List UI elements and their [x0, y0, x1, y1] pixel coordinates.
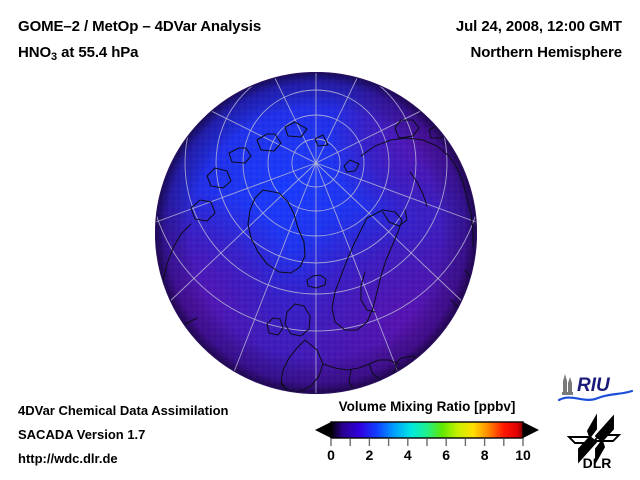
coastline-canadian-arctic-e: [190, 199, 216, 222]
colorbar-tick-10: 10: [515, 447, 531, 463]
colorbar-extend-left: [315, 422, 331, 438]
colorbar-tick-4: 4: [403, 447, 412, 463]
dlr-logo-svg: DLR: [566, 413, 622, 470]
species-prefix: HNO: [18, 44, 52, 61]
coastline-arctic-island-a: [314, 134, 329, 147]
dlr-logo: DLR: [566, 412, 628, 470]
coastline-great-britain: [284, 303, 311, 337]
title-instrument: GOME–2 / MetOp – 4DVar Analysis: [18, 18, 262, 35]
colorbar: Volume Mixing Ratio [ppbv]: [312, 399, 542, 477]
coastline-canadian-arctic-b: [228, 147, 252, 164]
riu-logo-svg: RIU: [558, 374, 634, 402]
colorbar-title: Volume Mixing Ratio [ppbv]: [338, 399, 516, 414]
region-label: Northern Hemisphere: [470, 44, 623, 61]
coastline-greenland: [247, 189, 306, 274]
coastline-canadian-arctic-a: [206, 167, 232, 189]
coastline-scandinavia: [331, 209, 403, 331]
coastline-caspian-sea: [436, 352, 456, 383]
globe-disk: [155, 72, 477, 394]
coastline-svalbard: [343, 159, 360, 173]
colorbar-tick-labels: 0 2 4 6 8 10: [312, 447, 542, 469]
colorbar-tick-0: 0: [327, 447, 335, 463]
credit-line-url: http://wdc.dlr.de: [18, 451, 118, 466]
coastline-ne-siberia: [466, 197, 474, 247]
species-suffix: at 55.4 hPa: [57, 44, 139, 61]
colorbar-ticks: [330, 439, 524, 446]
riu-logo: RIU: [558, 371, 634, 405]
globe-rim: [155, 72, 477, 394]
riu-swoosh: [558, 389, 634, 402]
colorbar-tick-2: 2: [365, 447, 374, 463]
colorbar-frame: [330, 421, 524, 439]
dlr-pinwheel-icon: [566, 413, 622, 465]
coastline-white-sea: [382, 209, 408, 227]
credit-line-version: SACADA Version 1.7: [18, 427, 146, 442]
colorbar-scale: [315, 421, 539, 446]
coastline-canadian-arctic-c: [256, 133, 282, 152]
colorbar-tick-8: 8: [480, 447, 489, 463]
dlr-wordmark: DLR: [583, 455, 612, 470]
coastline-canadian-arctic-d: [284, 121, 308, 138]
globe-svg: [155, 72, 477, 394]
globe-map: [155, 72, 477, 394]
species-subscript: 3: [51, 51, 58, 63]
coastline-severnaya-zemlya: [394, 119, 420, 139]
coastline-iceland: [306, 274, 327, 289]
coastline-iberia-france: [280, 339, 324, 393]
coastline-siberia-arctic: [360, 137, 468, 199]
coastline-arabia: [438, 389, 460, 394]
riu-wordmark: RIU: [577, 375, 611, 396]
riu-cathedral-icon: [562, 374, 573, 395]
coastline-gulf-of-bothnia: [360, 271, 376, 313]
coastline-ireland: [266, 317, 284, 336]
timestamp-label: Jul 24, 2008, 12:00 GMT: [455, 18, 622, 35]
coastline-med-north-shore: [322, 359, 400, 371]
colorbar-tick-6: 6: [442, 447, 451, 463]
coastlines: [160, 119, 476, 394]
credit-line-method: 4DVar Chemical Data Assimilation: [18, 403, 229, 418]
graticule: [155, 72, 477, 393]
coastline-novaya-zemlya: [409, 171, 428, 207]
colorbar-extend-right: [523, 422, 539, 438]
colorbar-gradient: [331, 422, 523, 438]
title-species-level: HNO3 at 55.4 hPa: [18, 44, 139, 63]
